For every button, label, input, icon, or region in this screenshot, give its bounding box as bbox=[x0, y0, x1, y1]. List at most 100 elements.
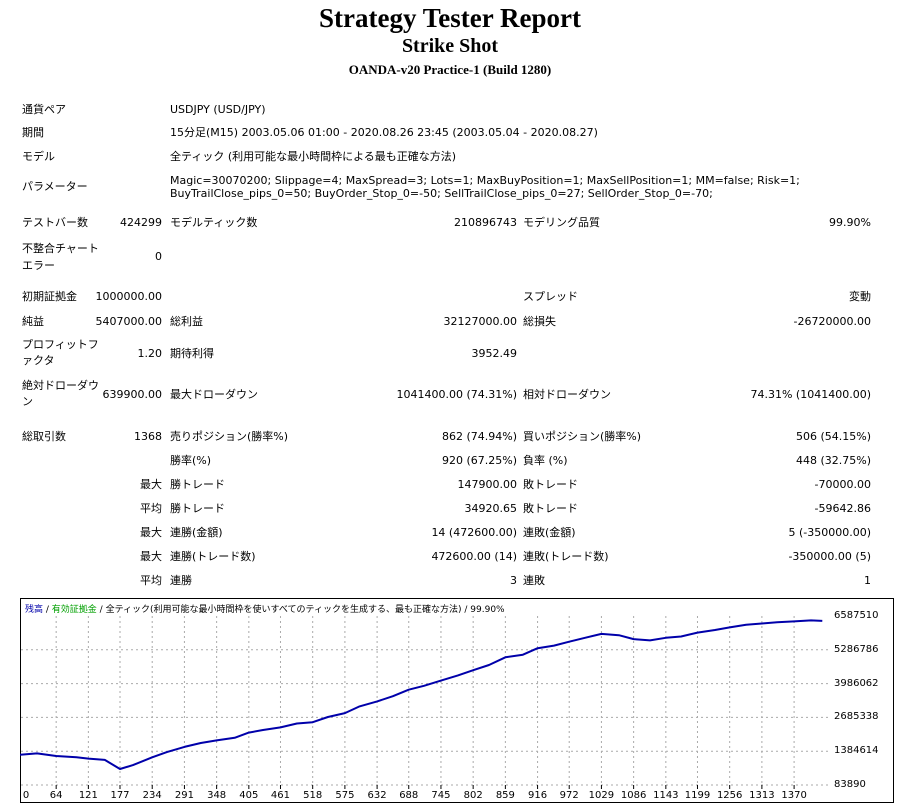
y-tick-label: 1384614 bbox=[834, 745, 879, 757]
x-tick-label: 916 bbox=[528, 790, 548, 801]
maxwin-value: 147900.00 bbox=[457, 478, 518, 491]
model-value: 全ティック (利用可能な最小時間枠による最も正確な方法) bbox=[170, 150, 457, 163]
y-tick-label: 3986062 bbox=[834, 677, 879, 689]
avgconswin-label: 連勝 bbox=[170, 574, 192, 587]
trades-value: 1368 bbox=[134, 430, 162, 443]
conswin-value: 14 (472600.00) bbox=[431, 526, 517, 539]
bars-value: 424299 bbox=[120, 216, 162, 229]
x-tick-label: 518 bbox=[303, 790, 323, 801]
x-tick-label: 972 bbox=[559, 790, 579, 801]
x-tick-label: 1143 bbox=[653, 790, 679, 801]
grossprofit-value: 32127000.00 bbox=[443, 315, 517, 328]
conswin2-label: 連勝(トレード数) bbox=[170, 550, 256, 563]
params-value: Magic=30070200; Slippage=4; MaxSpread=3;… bbox=[170, 174, 800, 200]
pair-label: 通貨ペア bbox=[22, 103, 66, 116]
quality-label: モデリング品質 bbox=[523, 216, 600, 229]
strategy-name: Strike Shot bbox=[401, 35, 499, 57]
avgconswin-value: 3 bbox=[510, 574, 517, 587]
x-tick-label: 64 bbox=[49, 790, 63, 801]
y-tick-label: 5286786 bbox=[834, 643, 879, 655]
consloss2-label: 連敗(トレード数) bbox=[523, 550, 609, 563]
mismatch-label: 不整合チャートエラー bbox=[22, 242, 99, 272]
legend-model: 全ティック(利用可能な最小時間枠を使いすべてのティックを生成する、最も正確な方法… bbox=[105, 605, 462, 615]
quality-value: 99.90% bbox=[829, 216, 871, 229]
ticks-value: 210896743 bbox=[454, 216, 517, 229]
expected-value: 3952.49 bbox=[471, 347, 518, 360]
loss-value: 448 (32.75%) bbox=[795, 454, 871, 467]
ticks-label: モデルティック数 bbox=[170, 216, 258, 229]
conswin-label: 連勝(金額) bbox=[170, 526, 223, 539]
x-tick-label: 1086 bbox=[620, 790, 647, 801]
model-label: モデル bbox=[22, 150, 55, 163]
avgconsloss-value: 1 bbox=[864, 574, 871, 587]
netprofit-label: 純益 bbox=[22, 315, 44, 328]
x-tick-label: 0 bbox=[22, 790, 30, 801]
netprofit-value: 5407000.00 bbox=[95, 315, 162, 328]
period-label: 期間 bbox=[22, 126, 44, 139]
avgloss-label: 敗トレード bbox=[523, 502, 578, 515]
x-tick-label: 1370 bbox=[781, 790, 807, 801]
legend-sep-2: / bbox=[96, 605, 106, 615]
grossloss-label: 総損失 bbox=[523, 315, 556, 328]
max-label-3: 最大 bbox=[140, 550, 162, 563]
pf-value: 1.20 bbox=[137, 347, 163, 360]
long-value: 506 (54.15%) bbox=[795, 430, 871, 443]
x-tick-label: 177 bbox=[110, 790, 130, 801]
expected-label: 期待利得 bbox=[170, 347, 214, 360]
x-tick-label: 1313 bbox=[749, 790, 775, 801]
short-label: 売りポジション(勝率%) bbox=[170, 430, 289, 443]
avg-label: 平均 bbox=[140, 502, 162, 515]
x-tick-label: 121 bbox=[78, 790, 98, 801]
legend-equity: 有効証拠金 bbox=[51, 605, 97, 615]
params-label: パラメーター bbox=[22, 180, 88, 193]
server-info: OANDA-v20 Practice-1 (Build 1280) bbox=[348, 62, 552, 77]
x-tick-label: 632 bbox=[367, 790, 387, 801]
pf-label: プロフィットファクタ bbox=[22, 338, 99, 367]
maxdd-value: 1041400.00 (74.31%) bbox=[396, 388, 517, 401]
x-tick-label: 461 bbox=[270, 790, 291, 801]
spread-value: 変動 bbox=[849, 290, 871, 303]
pair-value: USDJPY (USD/JPY) bbox=[170, 103, 266, 116]
maxwin-label: 勝トレード bbox=[170, 478, 225, 491]
max-label-2: 最大 bbox=[140, 526, 162, 539]
maxdd-label: 最大ドローダウン bbox=[170, 388, 258, 401]
win-label: 勝率(%) bbox=[170, 454, 212, 467]
x-tick-label: 405 bbox=[239, 790, 259, 801]
avgwin-value: 34920.65 bbox=[464, 502, 518, 515]
avgwin-label: 勝トレード bbox=[170, 502, 225, 515]
consloss-label: 連敗(金額) bbox=[523, 526, 576, 539]
mismatch-value: 0 bbox=[155, 250, 162, 263]
absdd-value: 639900.00 bbox=[102, 388, 163, 401]
deposit-value: 1000000.00 bbox=[95, 290, 162, 303]
period-value: 15分足(M15) 2003.05.06 01:00 - 2020.08.26 … bbox=[170, 126, 598, 139]
conswin2-value: 472600.00 (14) bbox=[431, 550, 517, 563]
maxloss-value: -70000.00 bbox=[814, 478, 871, 491]
balance-line bbox=[20, 619, 823, 770]
x-tick-label: 291 bbox=[174, 790, 194, 801]
spread-label: スプレッド bbox=[523, 290, 578, 303]
avgloss-value: -59642.86 bbox=[814, 502, 871, 515]
x-tick-label: 745 bbox=[431, 790, 451, 801]
y-tick-label: 6587510 bbox=[834, 610, 879, 621]
consloss-value: 5 (-350000.00) bbox=[788, 526, 871, 539]
x-tick-label: 348 bbox=[207, 790, 227, 801]
x-tick-label: 1029 bbox=[588, 790, 615, 801]
grossprofit-label: 総利益 bbox=[170, 315, 203, 328]
legend-sep-3: / bbox=[461, 605, 471, 615]
bars-label: テストバー数 bbox=[22, 216, 88, 229]
x-tick-label: 802 bbox=[463, 790, 483, 801]
y-tick-label: 83890 bbox=[834, 779, 866, 790]
max-label: 最大 bbox=[140, 478, 162, 491]
x-tick-label: 859 bbox=[495, 790, 515, 801]
absdd-label: 絶対ドローダウン bbox=[22, 379, 99, 408]
deposit-label: 初期証拠金 bbox=[22, 290, 77, 303]
balance-chart bbox=[20, 598, 894, 803]
avgconsloss-label: 連敗 bbox=[523, 574, 545, 587]
x-tick-label: 688 bbox=[399, 790, 419, 801]
x-tick-label: 575 bbox=[335, 790, 355, 801]
long-label: 買いポジション(勝率%) bbox=[523, 430, 642, 443]
avg-label-2: 平均 bbox=[140, 574, 162, 587]
grossloss-value: -26720000.00 bbox=[793, 315, 871, 328]
reldd-value: 74.31% (1041400.00) bbox=[750, 388, 871, 401]
reldd-label: 相対ドローダウン bbox=[523, 388, 611, 401]
